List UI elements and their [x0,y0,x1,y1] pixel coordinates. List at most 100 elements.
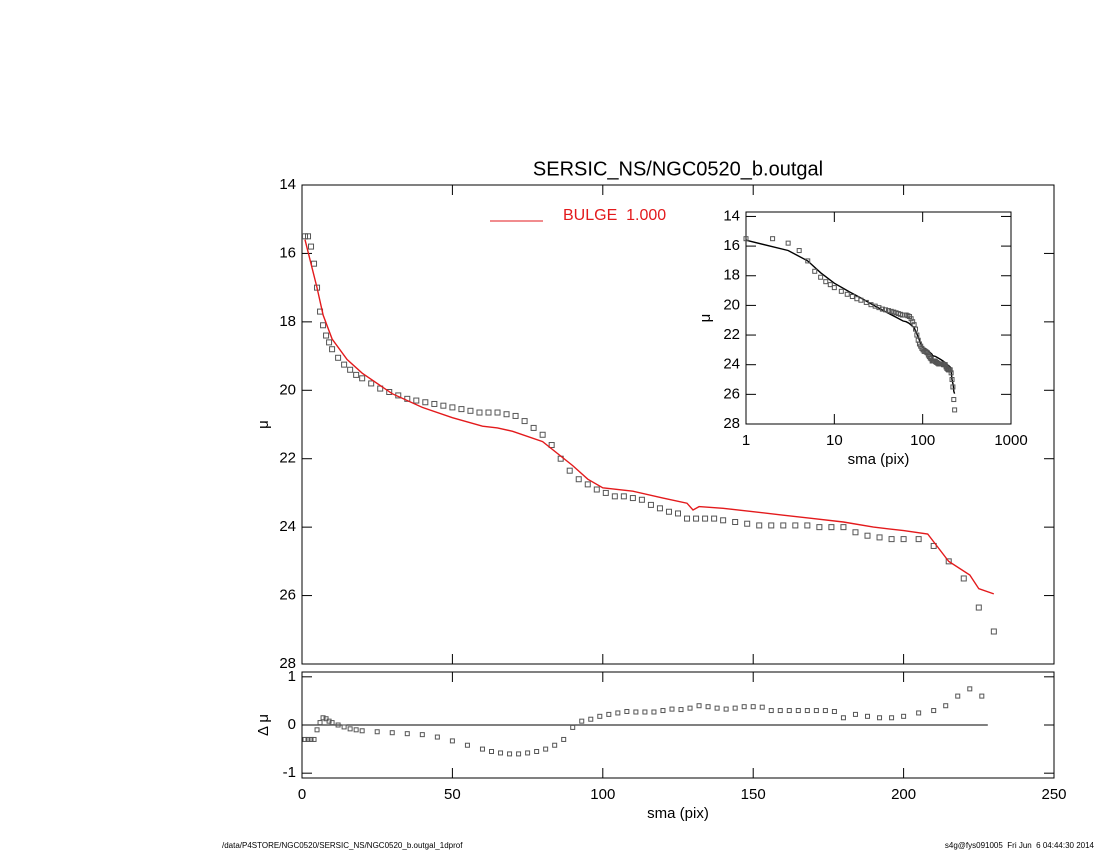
y-tick-label: 20 [279,381,296,398]
data-point [863,299,869,305]
data-point [507,751,513,757]
data-point [786,708,792,714]
y-tick-label: 18 [279,313,296,330]
data-point [665,508,672,515]
data-point [678,707,684,713]
data-point [308,243,315,250]
data-point [812,268,818,274]
data-point [494,409,501,416]
data-point [967,686,973,692]
data-point [702,515,709,522]
data-point [818,274,824,280]
legend-label: BULGE 1.000 [563,207,666,224]
data-point [687,705,693,711]
data-point [714,705,720,711]
data-point [931,708,937,714]
data-point [756,522,763,529]
data-point [858,297,864,303]
data-point [329,346,336,353]
data-point [305,233,312,240]
y-tick-label: 0 [288,716,296,733]
data-point [320,322,327,329]
data-point [915,536,922,543]
data-point [916,710,922,716]
data-point [822,708,828,714]
data-point [449,404,456,411]
data-point [750,704,756,710]
data-point [467,407,474,414]
data-point [828,524,835,531]
y-axis-label: μ [697,314,714,323]
data-point [777,708,783,714]
data-point [476,409,483,416]
data-point [386,388,393,395]
data-point [302,233,309,240]
y-tick-label: 1 [288,668,296,685]
data-point [883,307,889,313]
data-point [804,708,810,714]
data-point [434,734,440,740]
data-point [374,729,380,735]
data-point [575,476,582,483]
model-line [745,239,956,394]
data-point [796,248,802,254]
data-point [389,730,395,736]
data-point [888,308,894,314]
x-axis-label: sma (pix) [647,805,709,822]
data-point [948,370,954,376]
data-point [561,736,567,742]
data-point [656,505,663,512]
data-point [570,724,576,730]
footer-right: s4g@fys091005 Fri Jun 6 04:44:30 2014 [945,841,1095,850]
x-tick-label: 10 [826,432,843,449]
y-tick-label: 20 [723,296,740,313]
data-point [539,431,546,438]
plot-frame [301,184,1055,665]
data-point [525,750,531,756]
data-point [615,710,621,716]
data-point [720,517,727,524]
y-tick-label: 24 [279,518,296,535]
data-point [404,731,410,737]
data-point [743,236,749,242]
data-point [865,713,871,719]
y-tick-label: 22 [279,450,296,467]
x-tick-label: 1 [742,432,750,449]
data-point [305,736,311,742]
data-point [311,260,318,267]
data-point [633,709,639,715]
data-point [320,715,326,721]
data-point [876,305,882,311]
data-point [696,703,702,709]
y-tick-label: -1 [283,764,296,781]
data-point [804,522,811,529]
x-tick-label: 150 [741,786,766,803]
footer-left: /data/P4STORE/NGC0520/SERSIC_NS/NGC0520_… [222,841,463,850]
data-point [693,515,700,522]
y-tick-label: 28 [723,415,740,432]
x-tick-label: 200 [891,786,916,803]
data-point [449,738,455,744]
data-point [864,532,871,539]
data-point [960,575,967,582]
data-point [359,375,366,382]
data-point [945,558,952,565]
data-point [684,515,691,522]
data-point [317,720,323,726]
data-point [314,727,320,733]
data-point [732,705,738,711]
y-tick-label: 26 [723,385,740,402]
data-point [852,711,858,717]
data-point [353,727,359,733]
data-point [879,306,885,312]
data-point [900,536,907,543]
data-point [479,746,485,752]
data-point [844,291,850,297]
data-point [951,397,957,403]
x-tick-label: 1000 [994,432,1027,449]
data-point [759,704,765,710]
data-point [901,713,907,719]
data-point [647,501,654,508]
data-point [552,742,558,748]
data-point [669,706,675,712]
